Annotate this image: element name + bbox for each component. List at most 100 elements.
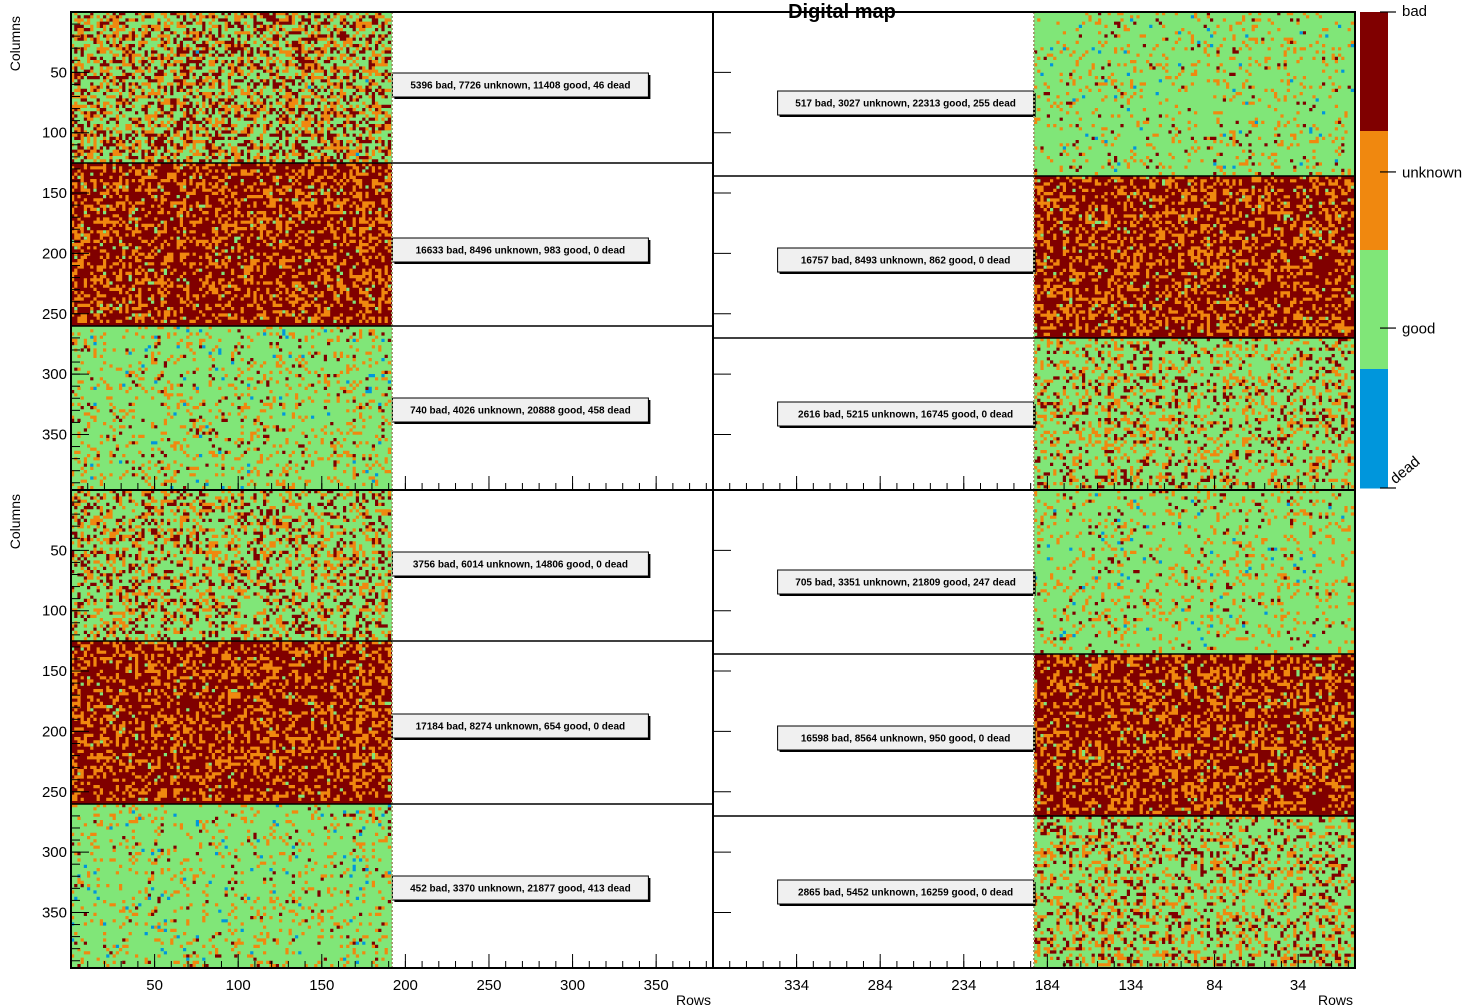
map-cells-bad [1034,338,1354,489]
x-axis-label: Rows [1318,992,1353,1008]
y-tick-label: 350 [42,904,67,921]
y-tick-label: 50 [50,64,67,81]
stats-label: 517 bad, 3027 unknown, 22313 good, 255 d… [795,99,1016,110]
map-band [71,12,392,163]
map-cells-dead [1034,493,1345,647]
stats-label: 17184 bad, 8274 unknown, 654 good, 0 dea… [416,722,626,733]
stats-box [777,879,1035,905]
x-tick-label: 250 [476,977,501,994]
map-band-base [71,326,392,490]
y-tick-label: 250 [42,306,67,323]
map-cells-unknown [1034,654,1354,814]
stats-box [391,397,649,423]
stats-label: 452 bad, 3370 unknown, 21877 good, 413 d… [410,884,631,895]
y-tick-label: 200 [42,245,67,262]
stats-label: 740 bad, 4026 unknown, 20888 good, 458 d… [410,406,631,417]
map-band [71,490,392,641]
y-axis-label: Columns [7,16,23,71]
stats-label: 2865 bad, 5452 unknown, 16259 good, 0 de… [798,888,1013,899]
palette-label: good [1402,321,1435,338]
x-tick-label: 350 [644,977,669,994]
map-cells-bad [71,12,391,163]
y-tick-label: 100 [42,603,67,620]
x-tick-label: 200 [393,977,418,994]
map-band [1034,490,1355,654]
map-band [71,641,392,804]
palette-swatch-bad [1360,12,1388,132]
palette-swatch-dead [1360,369,1388,489]
x-tick-label: 50 [146,977,163,994]
y-tick-label: 200 [42,723,67,740]
x-axis-label: Rows [676,992,711,1008]
stats-box [391,875,649,901]
map-band [71,326,392,490]
stats-label: 16598 bad, 8564 unknown, 950 good, 0 dea… [801,734,1011,745]
map-cells-unknown [1034,816,1354,967]
y-tick-label: 100 [42,125,67,142]
x-tick-label: 300 [560,977,585,994]
stats-box [777,90,1035,116]
panel-top-left: 5396 bad, 7726 unknown, 11408 good, 46 d… [70,11,714,491]
x-tick-label: 284 [868,977,893,994]
palette-label: bad [1402,3,1427,20]
stats-box [391,551,649,577]
panel-bottom-left: 3756 bad, 6014 unknown, 14806 good, 0 de… [70,489,714,969]
palette-swatch-unknown [1360,131,1388,251]
panel-top-right: 517 bad, 3027 unknown, 22313 good, 255 d… [712,11,1356,491]
map-cells-unknown [71,163,391,323]
map-band [1034,176,1355,338]
palette-label: unknown [1402,164,1462,181]
stats-label: 2616 bad, 5215 unknown, 16745 good, 0 de… [798,410,1013,421]
map-band [1034,338,1355,490]
y-tick-label: 250 [42,784,67,801]
map-cells-unknown [1034,338,1354,489]
map-cells-unknown [71,326,391,490]
y-axis-label: Columns [7,494,23,549]
stats-label: 3756 bad, 6014 unknown, 14806 good, 0 de… [413,560,628,571]
x-tick-label: 100 [226,977,251,994]
stats-box [777,569,1035,595]
x-tick-label: 234 [951,977,976,994]
map-cells-bad [71,326,391,490]
map-cells-bad [71,490,391,641]
map-band [71,804,392,968]
palette-label: dead [1387,453,1423,487]
axes: 50 100 150 200 250 300 350 Columns 50 100 150 200 25… [7,16,1353,1008]
stats-label: 16757 bad, 8493 unknown, 862 good, 0 dea… [801,256,1011,267]
x-tick-label: 84 [1206,977,1223,994]
map-band [71,163,392,326]
map-band [1034,816,1355,968]
map-cells-unknown [1034,176,1354,336]
y-tick-label: 350 [42,426,67,443]
panels: 5396 bad, 7726 unknown, 11408 good, 46 d… [70,11,1356,969]
x-tick-label: 184 [1035,977,1060,994]
map-cells-unknown [1034,12,1354,176]
x-tick-label: 34 [1290,977,1307,994]
map-cells-unknown [71,490,391,641]
map-cells-unknown [71,641,391,801]
map-cells-bad [1034,816,1354,967]
x-tick-label: 134 [1118,977,1143,994]
palette-swatch-good [1360,250,1388,370]
panel-frame [712,489,1356,969]
map-cells-bad [1037,490,1351,654]
y-tick-label: 150 [42,663,67,680]
y-tick-label: 150 [42,185,67,202]
map-cells-unknown [71,804,391,968]
panel-bottom-right: 705 bad, 3351 unknown, 21809 good, 247 d… [712,489,1356,969]
stats-label: 705 bad, 3351 unknown, 21809 good, 247 d… [795,578,1016,589]
map-band [1034,654,1355,816]
stats-box [391,72,649,98]
color-palette: bad unknown good dead [1360,3,1462,489]
stats-label: 5396 bad, 7726 unknown, 11408 good, 46 d… [410,81,630,92]
map-band [1034,12,1355,176]
stats-box [391,713,649,739]
map-cells-unknown [1034,490,1354,654]
y-tick-label: 300 [42,366,67,383]
y-tick-label: 300 [42,844,67,861]
x-tick-label: 334 [784,977,809,994]
stats-label: 16633 bad, 8496 unknown, 983 good, 0 dea… [416,246,626,257]
x-tick-label: 150 [309,977,334,994]
y-tick-label: 50 [50,542,67,559]
